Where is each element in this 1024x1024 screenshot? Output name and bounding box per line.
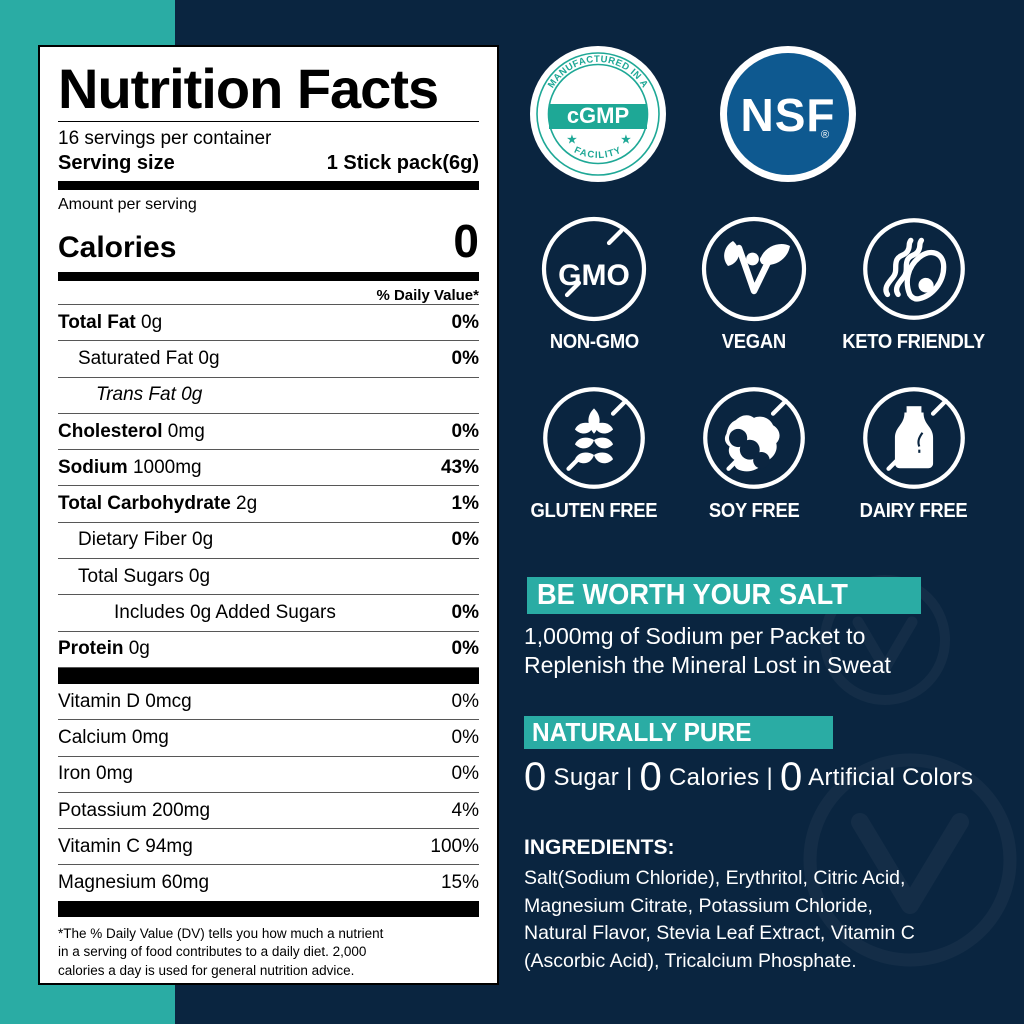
svg-text:★: ★ [567, 134, 577, 146]
svg-text:★: ★ [621, 134, 631, 146]
svg-text:®: ® [821, 129, 829, 141]
svg-text:cGMP: cGMP [567, 103, 629, 128]
svg-text:GMO: GMO [558, 259, 630, 292]
